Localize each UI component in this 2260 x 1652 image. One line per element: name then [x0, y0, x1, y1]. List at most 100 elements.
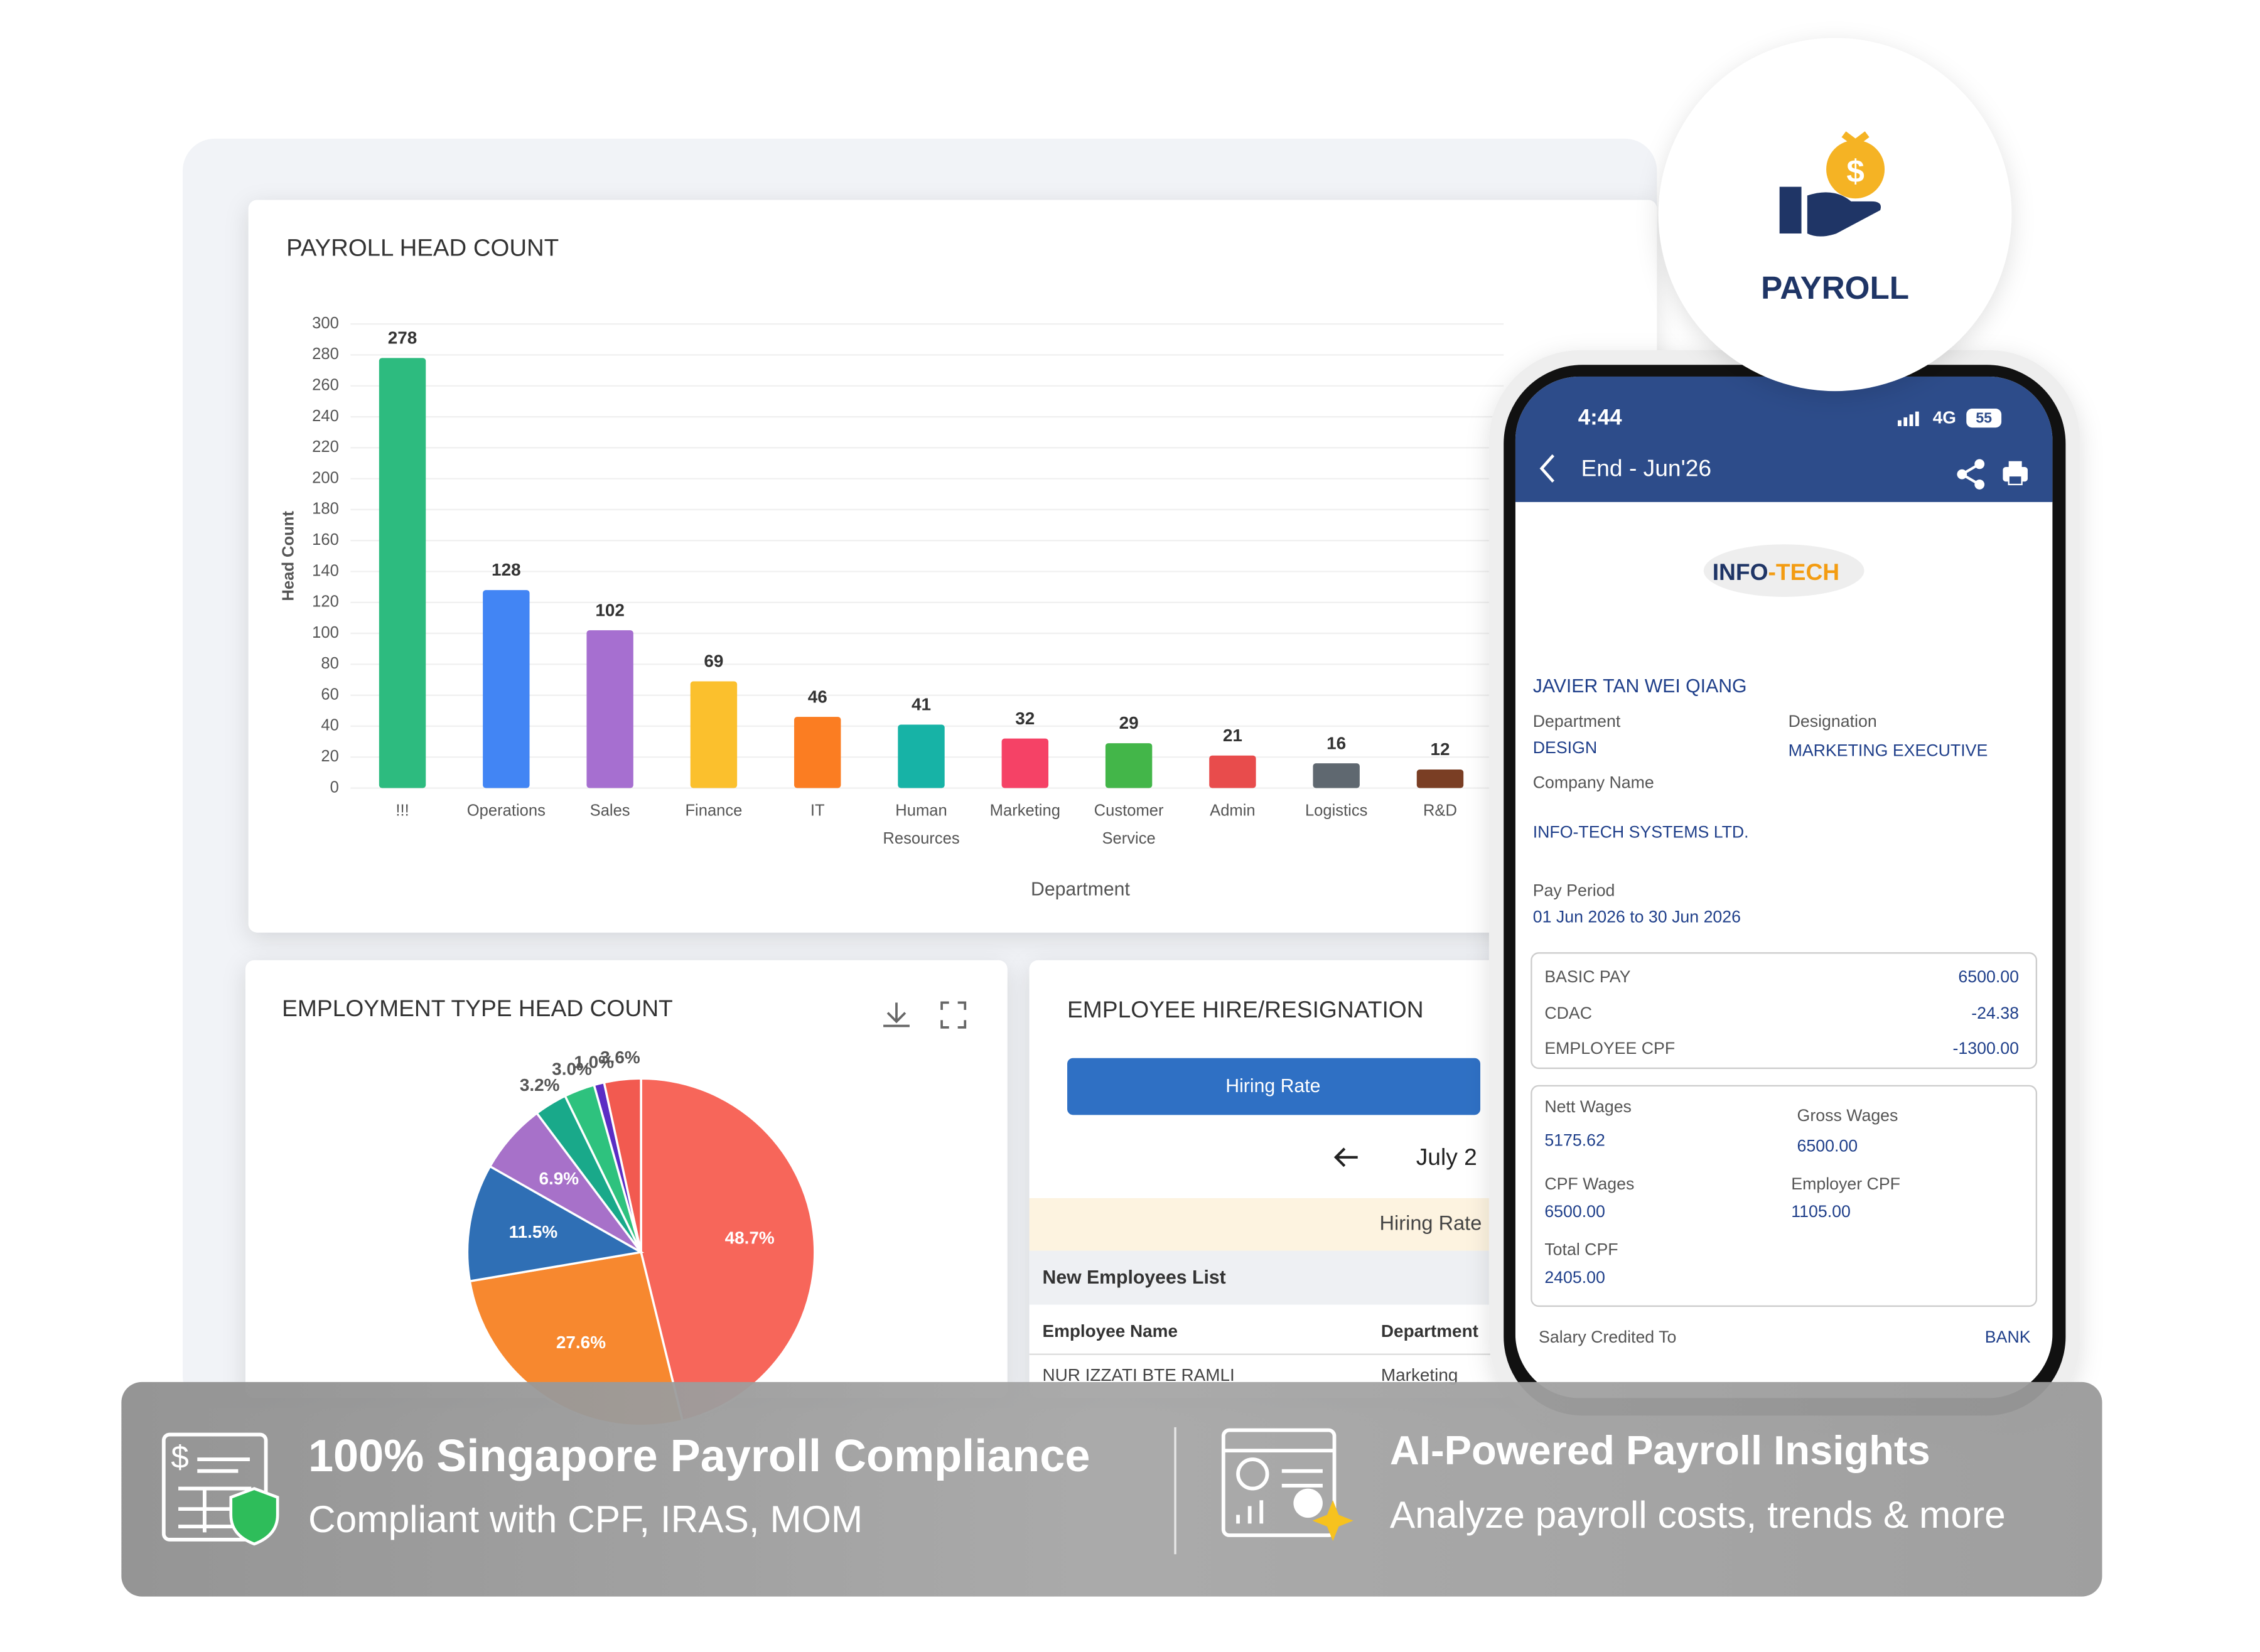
data-label: 48.7%	[725, 1228, 775, 1247]
y-tick-label: 80	[321, 655, 338, 672]
field-value: INFO-TECH SYSTEMS LTD.	[1533, 823, 1749, 842]
x-axis-label: Department	[1031, 879, 1130, 899]
banner-subtitle: Analyze payroll costs, trends & more	[1390, 1493, 2006, 1536]
bar	[379, 358, 426, 788]
field-value: 01 Jun 2026 to 30 Jun 2026	[1533, 908, 1741, 926]
nav-title: End - Jun'26	[1581, 455, 1711, 481]
data-label: 1.0%	[574, 1053, 614, 1072]
hire-panel: EMPLOYEE HIRE/RESIGNATION Hiring Rate Ju…	[1029, 960, 1511, 1398]
x-tick-label: Finance	[685, 802, 742, 819]
bar	[1001, 738, 1049, 788]
banner-bg	[121, 1381, 2102, 1597]
insights-icon	[1221, 1428, 1337, 1537]
month-label: July 2	[1416, 1144, 1477, 1170]
summary-label: Total CPF	[1544, 1240, 1618, 1259]
y-tick-label: 200	[312, 469, 339, 486]
battery: 55	[1976, 409, 1992, 426]
button-label: Hiring Rate	[1225, 1076, 1320, 1097]
badge-title: PAYROLL	[1761, 270, 1909, 306]
panel	[248, 200, 1657, 933]
y-tick-label: 120	[312, 593, 339, 611]
y-tick-label: 0	[330, 778, 339, 796]
data-label: 102	[595, 600, 625, 620]
prev-arrow[interactable]	[1333, 1147, 1358, 1167]
back-icon[interactable]	[1539, 454, 1555, 483]
x-tick-label: !!!	[396, 802, 409, 819]
y-tick-label: 140	[312, 562, 339, 579]
summary-label: Employer CPF	[1791, 1174, 1900, 1193]
shield-icon	[229, 1487, 279, 1546]
y-tick-label: 40	[321, 717, 338, 734]
expand-icon[interactable]	[940, 1001, 967, 1029]
y-tick-label: 260	[312, 377, 339, 394]
signal-icon	[1897, 411, 1919, 426]
download-icon[interactable]	[883, 1002, 910, 1027]
dollar-icon: $	[1846, 153, 1864, 189]
bar	[1416, 769, 1464, 788]
y-tick-label: 180	[312, 500, 339, 518]
field-label: Pay Period	[1533, 881, 1615, 900]
data-label: 27.6%	[556, 1333, 606, 1352]
x-tick-label: Logistics	[1305, 802, 1367, 819]
share-icon[interactable]	[1957, 459, 1985, 490]
summary-value: 6500.00	[1544, 1202, 1605, 1221]
app-header	[1515, 376, 2053, 502]
field-value: MARKETING EXECUTIVE	[1789, 741, 1988, 759]
column-header: Employee Name	[1042, 1321, 1177, 1341]
data-label: 3.0%	[552, 1059, 592, 1079]
banner: $ 100% Singapore Payroll Compliance Comp…	[121, 1381, 2102, 1597]
y-tick-label: 60	[321, 685, 338, 703]
logo-part: -TECH	[1768, 559, 1840, 585]
pay-label: CDAC	[1544, 1004, 1592, 1022]
data-label: 16	[1326, 733, 1346, 753]
bar	[898, 724, 945, 788]
hand	[1807, 192, 1881, 237]
summary-label: Nett Wages	[1544, 1097, 1632, 1116]
x-tick-label: Marketing	[990, 802, 1060, 819]
summary-box	[1531, 1085, 2038, 1307]
logo-part: INFO	[1713, 559, 1768, 585]
data-label: 21	[1223, 726, 1242, 745]
bar-panel: PAYROLL HEAD COUNT Head Count Department…	[248, 200, 1657, 933]
chart-title: EMPLOYMENT TYPE HEAD COUNT	[282, 995, 673, 1021]
subheader: Hiring Rate	[1380, 1211, 1482, 1234]
x-tick-label: Human Resources	[883, 802, 959, 847]
pay-box	[1531, 952, 2038, 1070]
cell: NUR IZZATI BTE RAMLI	[1042, 1365, 1234, 1385]
data-label: 69	[704, 652, 723, 671]
battery-icon	[1966, 409, 2002, 428]
x-tick-label: Sales	[590, 802, 630, 819]
data-label: 3.6%	[600, 1048, 640, 1067]
data-label: 46	[808, 687, 827, 706]
x-tick-label: IT	[810, 802, 825, 819]
summary-label: CPF Wages	[1544, 1174, 1634, 1193]
bar	[690, 681, 738, 788]
pay-value: -1300.00	[1952, 1039, 2018, 1058]
list-header-bg	[1029, 1250, 1511, 1305]
data-label: 29	[1119, 713, 1139, 732]
summary-value: 2405.00	[1544, 1268, 1605, 1287]
y-tick-label: 100	[312, 624, 339, 641]
y-tick-label: 220	[312, 438, 339, 456]
salary-label: Salary Credited To	[1539, 1328, 1676, 1346]
bar	[794, 717, 841, 788]
field-label: Company Name	[1533, 773, 1654, 792]
banner-subtitle: Compliant with CPF, IRAS, MOM	[308, 1498, 863, 1540]
hiring-rate-button[interactable]	[1067, 1058, 1481, 1115]
data-label: 11.5%	[509, 1222, 558, 1242]
list-title: New Employees List	[1042, 1267, 1225, 1288]
network: 4G	[1933, 408, 1956, 427]
phone: 4:44 4G 55 End - Jun'26 INFO-TECH JAVIER…	[1488, 350, 2080, 1430]
sparkle-icon	[1312, 1500, 1353, 1542]
payroll-badge: $ PAYROLL	[1658, 38, 2012, 392]
summary-value: 5175.62	[1544, 1130, 1605, 1149]
logo-text: INFO-TECH	[1713, 559, 1839, 585]
print-icon[interactable]	[2003, 461, 2028, 486]
data-label: 32	[1015, 709, 1035, 728]
bar	[483, 590, 530, 788]
bar	[1105, 743, 1153, 788]
y-tick-label: 20	[321, 748, 338, 765]
chart-title: PAYROLL HEAD COUNT	[286, 235, 559, 262]
